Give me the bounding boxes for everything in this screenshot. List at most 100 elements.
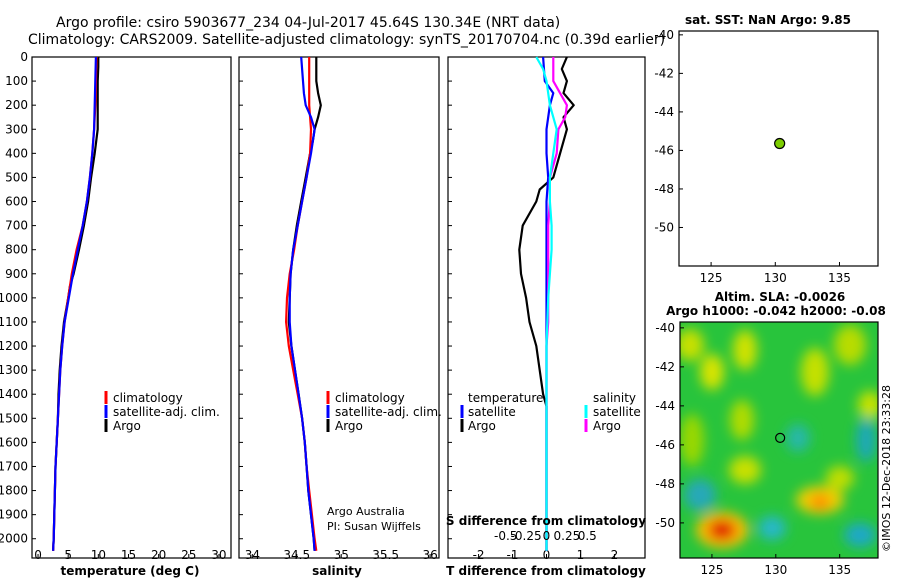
depth-tick-label: 1000	[0, 291, 28, 305]
depth-tick-label: 1800	[0, 484, 28, 498]
map-frame	[678, 30, 879, 267]
legend-t-argo-label: Argo	[468, 419, 496, 433]
difference-panel: -2 -1 0 1 2 -0.5-0.25 0 0.250.5	[447, 56, 646, 562]
sst-location-map: 125 130 135 -40 -42 -44 -46 -48 -50	[654, 28, 879, 285]
x-tick-label: 1	[577, 548, 585, 562]
map-y-tick-label: -46	[654, 143, 674, 157]
panel-frame	[238, 56, 440, 559]
x-tick-label: 2	[611, 548, 619, 562]
depth-tick-label: 300	[5, 122, 28, 136]
depth-tick-label: 1300	[0, 363, 28, 377]
depth-tick-label: 1400	[0, 387, 28, 401]
x-tick-label: 30	[211, 548, 226, 562]
map-y-tick-label: -48	[654, 182, 674, 196]
heatmap-blob	[684, 479, 716, 511]
legend-satellite-label: satellite-adj. clim.	[335, 405, 442, 419]
depth-tick-label: 1500	[0, 411, 28, 425]
x-tick-label: 5	[64, 548, 72, 562]
heatmap-blob	[786, 424, 810, 452]
depth-axis: 0 100 200 300 400 500 600 700 800 900 1000 1100 1200…	[0, 50, 28, 546]
sal-diff-tick-label: 0	[543, 529, 551, 543]
map-y-tick-label: -44	[654, 105, 674, 119]
depth-tick-label: 0	[20, 50, 28, 64]
map-y-tick-label: -42	[654, 66, 674, 80]
depth-tick-label: 200	[5, 98, 28, 112]
series-line-argo	[52, 57, 100, 551]
depth-tick-label: 1200	[0, 339, 28, 353]
sal-diff-tick-label: -0.25	[511, 529, 542, 543]
depth-tick-label: 100	[5, 74, 28, 88]
depth-tick-label: 2000	[0, 532, 28, 546]
x-tick-label: 34	[245, 548, 260, 562]
legend-t-satellite-label: satellite	[468, 405, 516, 419]
depth-tick-label: 1900	[0, 508, 28, 522]
series-line-argo	[287, 57, 322, 551]
map-y-tick-label: -50	[654, 220, 674, 234]
heatmap-blob	[844, 523, 876, 547]
depth-tick-label: 500	[5, 170, 28, 184]
sal-diff-xlabel: S difference from climatology	[446, 514, 646, 528]
map-y-tick-label: -40	[655, 321, 675, 335]
heatmap-blob	[858, 391, 878, 419]
x-tick-label: 15	[121, 548, 136, 562]
heatmap-blob	[856, 418, 876, 462]
altim-map-title2: Argo h1000: -0.042 h2000: -0.08	[666, 304, 886, 318]
altimetry-map-axes: 125 130 135 -40 -42 -44 -46 -48 -50	[655, 321, 879, 577]
altim-map-title1: Altim. SLA: -0.0026	[715, 290, 846, 304]
x-tick-label: -1	[507, 548, 519, 562]
x-tick-label: 36	[422, 548, 437, 562]
argo-location-marker	[774, 137, 786, 150]
legend-satellite-label: satellite-adj. clim.	[113, 405, 220, 419]
map-y-tick-label: -42	[655, 360, 675, 374]
legend-salinity-heading: salinity	[593, 391, 636, 405]
temperature-xlabel: temperature (deg C)	[61, 564, 200, 578]
map-y-tick-label: -50	[655, 516, 675, 530]
legend-temperature-heading: temperature	[468, 391, 543, 405]
temp-diff-xlabel: T difference from climatology	[446, 564, 646, 578]
temperature-legend: climatology satellite-adj. clim. Argo	[104, 391, 220, 433]
x-tick-label: 20	[151, 548, 166, 562]
x-tick-label: 34.5	[283, 548, 310, 562]
depth-tick-label: 900	[5, 267, 28, 281]
credit-line1: Argo Australia	[327, 505, 405, 518]
panel-frame	[31, 56, 232, 559]
map-x-tick-label: 125	[700, 271, 723, 285]
heatmap-blob	[708, 520, 736, 540]
sal-diff-tick-label: -0.5	[494, 529, 517, 543]
x-tick-label: 0	[34, 548, 42, 562]
map-x-tick-label: 130	[764, 271, 787, 285]
legend-s-argo-label: Argo	[593, 419, 621, 433]
salinity-legend: climatology satellite-adj. clim. Argo	[326, 391, 442, 433]
heatmap-blob	[729, 456, 761, 484]
difference-legend: temperature satellite Argo salinity sate…	[460, 391, 641, 433]
imos-timestamp: ©IMOS 12-Dec-2018 23:33:28	[880, 385, 893, 552]
legend-argo-label: Argo	[113, 419, 141, 433]
map-y-tick-label: -40	[654, 28, 674, 42]
temperature-panel: 0 5 10 15 20 25 30	[31, 56, 232, 562]
map-x-tick-label: 130	[764, 563, 787, 577]
depth-tick-label: 1100	[0, 315, 28, 329]
depth-tick-label: 1700	[0, 459, 28, 473]
heatmap-blob	[680, 329, 704, 361]
heatmap-blob	[700, 354, 724, 390]
map-frame	[679, 321, 879, 559]
legend-s-satellite-label: satellite	[593, 405, 641, 419]
heatmap-blob	[733, 330, 757, 370]
argo-location-marker	[775, 432, 786, 443]
x-tick-label: 0	[543, 548, 551, 562]
legend-climatology-label: climatology	[113, 391, 183, 405]
heatmap-blob	[834, 325, 866, 365]
credit-line2: PI: Susan Wijffels	[327, 520, 421, 533]
map-y-tick-label: -46	[655, 438, 675, 452]
sst-map-title: sat. SST: NaN Argo: 9.85	[685, 13, 851, 27]
heatmap-blob	[730, 400, 754, 440]
x-tick-label: 25	[181, 548, 196, 562]
legend-climatology-label: climatology	[335, 391, 405, 405]
series-line-satellite-adj-clim-	[288, 56, 316, 551]
heatmap-blob	[810, 494, 830, 510]
heatmap-field	[680, 325, 878, 548]
map-x-tick-label: 125	[700, 563, 723, 577]
map-y-tick-label: -48	[655, 477, 675, 491]
map-y-tick-label: -44	[655, 399, 675, 413]
